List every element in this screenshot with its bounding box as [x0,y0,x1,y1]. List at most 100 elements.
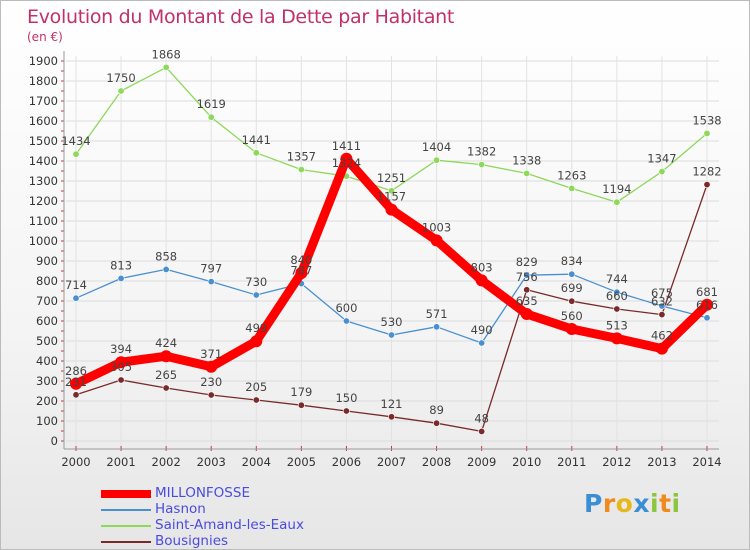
data-point [703,181,711,189]
data-label: 48 [474,411,489,425]
data-label: 730 [245,275,267,289]
legend-swatch [101,525,151,527]
data-label: 1251 [377,171,406,185]
x-tick-label: 2007 [377,455,406,469]
data-label: 265 [155,368,177,382]
y-tick-label: 700 [36,294,58,308]
data-point [70,377,82,390]
data-label: 660 [606,289,628,303]
data-point [252,291,260,299]
data-label: 371 [200,347,222,361]
y-tick-label: 1300 [29,174,58,188]
data-label: 1194 [602,182,631,196]
data-point [207,391,215,399]
data-point [252,149,260,157]
data-label: 616 [696,298,718,312]
data-point [387,187,395,195]
data-label: 305 [110,360,132,374]
y-tick-label: 900 [36,254,58,268]
data-point [613,305,621,313]
data-label: 756 [516,270,538,284]
data-point [478,339,486,347]
logo-letter: i [650,489,660,518]
data-label: 1382 [467,145,496,159]
data-label: 394 [110,342,132,356]
data-label: 632 [651,295,673,309]
legend-label: Hasnon [155,501,206,517]
data-point [523,286,531,294]
x-tick-label: 2003 [197,455,226,469]
logo-letter: t [659,489,672,518]
data-point [658,168,666,176]
data-label: 1357 [287,150,316,164]
data-point [385,203,398,216]
data-point [117,376,125,384]
x-tick-label: 2013 [647,455,676,469]
proxiti-logo: Proxiti [584,489,681,518]
data-point [433,419,441,427]
data-label: 681 [696,285,718,299]
y-tick-label: 1500 [29,134,58,148]
y-axis-unit-label: (en €) [27,30,63,44]
y-tick-label: 1600 [29,114,58,128]
data-label: 530 [381,315,403,329]
data-label: 813 [110,258,132,272]
data-point [568,184,576,192]
data-point [478,427,486,435]
data-point [160,350,173,363]
x-tick-label: 2014 [692,455,721,469]
data-point [478,161,486,169]
data-label: 829 [516,255,538,269]
data-label: 787 [290,264,312,278]
x-tick-label: 2001 [106,455,135,469]
data-label: 840 [290,253,312,267]
y-tick-label: 100 [36,414,58,428]
data-point [117,274,125,282]
data-point [162,265,170,273]
data-label: 803 [471,260,493,274]
data-label: 797 [200,262,222,276]
data-point [433,323,441,331]
data-label: 424 [155,336,177,350]
data-point [565,323,578,335]
data-point [297,166,305,174]
x-tick-label: 2008 [422,455,451,469]
data-point [475,274,488,287]
data-label: 1750 [106,71,135,85]
data-point [205,360,218,373]
data-point [252,396,260,404]
chart-title: Evolution du Montant de la Dette par Hab… [27,6,455,28]
data-label: 1338 [512,153,541,167]
data-point [658,311,666,319]
data-label: 490 [471,323,493,337]
data-label: 286 [65,364,87,378]
x-tick-label: 2012 [602,455,631,469]
data-label: 150 [335,391,357,405]
y-tick-label: 300 [36,374,58,388]
data-label: 560 [561,309,583,323]
data-point [613,288,621,296]
data-label: 1324 [332,156,361,170]
data-point [520,308,533,320]
data-point [207,113,215,121]
y-tick-label: 1900 [29,54,58,68]
x-tick-label: 2006 [332,455,361,469]
data-label: 1868 [152,47,181,61]
data-point [342,407,350,415]
y-tick-label: 200 [36,394,58,408]
data-point [433,156,441,164]
data-label: 1411 [332,139,361,153]
logo-letter: x [633,489,650,518]
data-point [342,317,350,325]
y-tick-label: 1400 [29,154,58,168]
data-label: 499 [245,321,267,335]
y-tick-label: 400 [36,354,58,368]
data-point [72,391,80,399]
data-label: 513 [606,318,628,332]
data-point [430,234,443,247]
data-point [162,384,170,392]
data-label: 699 [561,281,583,295]
data-label: 205 [245,380,267,394]
data-point [162,63,170,71]
